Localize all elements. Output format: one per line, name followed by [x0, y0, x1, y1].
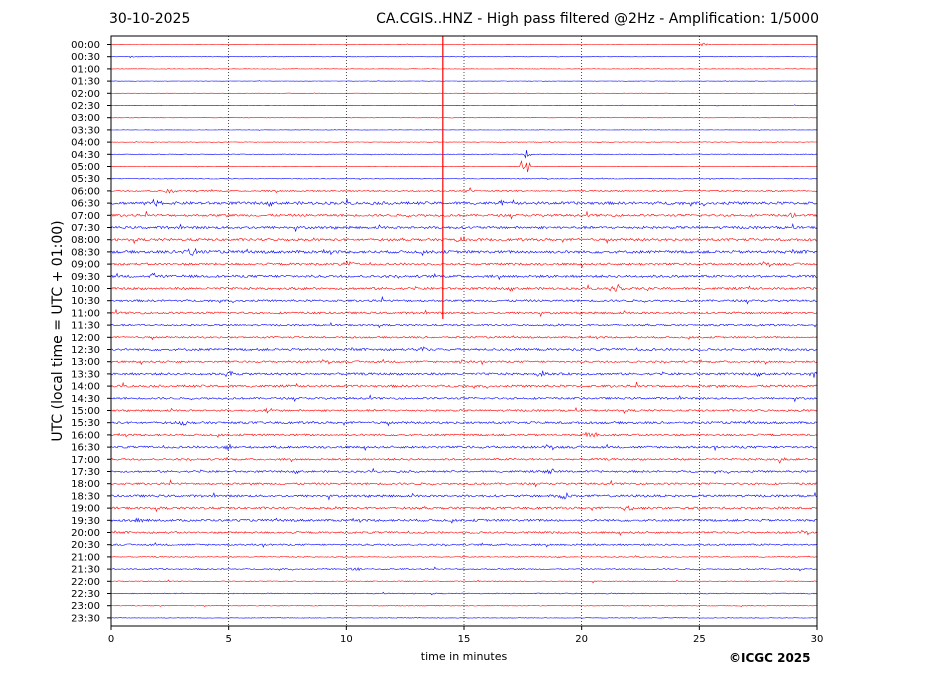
row-label: 19:30: [71, 516, 100, 527]
trace-row-0500: [110, 160, 818, 173]
row-label: 11:30: [71, 321, 100, 332]
x-tick-label: 25: [693, 634, 706, 645]
row-label: 09:30: [71, 272, 100, 283]
row-label: 21:30: [71, 565, 100, 576]
row-label: 07:00: [71, 211, 100, 222]
row-label: 06:00: [71, 186, 100, 197]
row-label: 23:00: [71, 601, 100, 612]
x-tick-label: 15: [458, 634, 471, 645]
row-label: 20:30: [71, 540, 100, 551]
row-label: 12:00: [71, 333, 100, 344]
trace-row-0000: [110, 42, 817, 47]
row-label: 12:30: [71, 345, 100, 356]
trace-row-1500: [110, 407, 818, 415]
row-label: 18:00: [71, 479, 100, 490]
trace-row-1230: [110, 346, 818, 352]
trace-row-2130: [110, 566, 818, 572]
row-label: 09:00: [71, 260, 100, 271]
row-label: 05:00: [71, 162, 100, 173]
row-label: 17:30: [71, 467, 100, 478]
row-label: 03:00: [71, 113, 100, 124]
x-axis-ticks: 0 5 10 15 20 25 30: [108, 626, 824, 645]
x-tick-label: 20: [575, 634, 588, 645]
trace-row-0430: [110, 149, 818, 159]
chart-date: 30-10-2025: [109, 11, 191, 27]
row-label: 15:30: [71, 418, 100, 429]
row-label: 05:30: [71, 174, 100, 185]
x-axis-label: time in minutes: [421, 650, 508, 663]
trace-row-0630: [110, 198, 817, 207]
trace-row-1400: [110, 381, 818, 390]
row-label: 15:00: [71, 406, 100, 417]
row-label: 03:30: [71, 125, 100, 136]
trace-row-0700: [110, 210, 818, 220]
row-label: 18:30: [71, 491, 100, 502]
row-label: 22:00: [71, 577, 100, 588]
row-label: 16:00: [71, 430, 100, 441]
trace-row-1130: [110, 321, 818, 329]
x-tick-label: 0: [108, 634, 114, 645]
row-label: 14:00: [71, 382, 100, 393]
row-label: 14:30: [71, 394, 100, 405]
trace-row-0600: [110, 187, 818, 194]
x-tick-label: 5: [225, 634, 231, 645]
row-label: 13:00: [71, 357, 100, 368]
row-label: 10:30: [71, 296, 100, 307]
trace-row-1330: [110, 370, 818, 378]
trace-row-1800: [110, 479, 818, 488]
copyright-notice: ©ICGC 2025: [729, 651, 811, 665]
row-label: 04:30: [71, 150, 100, 161]
row-label: 02:00: [71, 89, 100, 100]
row-label: 17:00: [71, 455, 100, 466]
row-label: 20:00: [71, 528, 100, 539]
row-label: 23:30: [71, 613, 100, 624]
row-label: 04:00: [71, 138, 100, 149]
trace-row-2200: [110, 579, 818, 584]
trace-row-1600: [110, 431, 818, 438]
trace-row-0100: [111, 68, 818, 70]
trace-row-2000: [110, 529, 818, 536]
chart-title: CA.CGIS..HNZ - High pass filtered @2Hz -…: [376, 11, 819, 27]
trace-row-2100: [110, 555, 818, 559]
x-tick-label: 30: [811, 634, 824, 645]
row-label: 00:00: [71, 40, 100, 51]
row-label: 22:30: [71, 589, 100, 600]
row-label: 08:00: [71, 235, 100, 246]
row-label: 16:30: [71, 443, 100, 454]
trace-row-1530: [110, 420, 818, 427]
grid-lines: [228, 36, 700, 626]
row-label: 19:00: [71, 504, 100, 515]
trace-row-2230: [110, 591, 818, 596]
trace-row-0530: [111, 177, 818, 181]
trace-row-0030: [110, 55, 818, 59]
y-axis-label: UTC (local time = UTC + 01:00): [50, 220, 66, 441]
row-label: 06:30: [71, 199, 100, 210]
row-label: 00:30: [71, 52, 100, 63]
row-label: 01:00: [71, 64, 100, 75]
row-label: 13:30: [71, 369, 100, 380]
row-label: 02:30: [71, 101, 100, 112]
row-label: 21:00: [71, 552, 100, 563]
row-label: 11:00: [71, 308, 100, 319]
trace-row-1100: [110, 308, 818, 318]
row-label: 01:30: [71, 77, 100, 88]
x-tick-label: 10: [340, 634, 353, 645]
row-label: 10:00: [71, 284, 100, 295]
row-label: 07:30: [71, 223, 100, 234]
trace-row-2300: [111, 604, 818, 608]
row-label: 08:30: [71, 247, 100, 258]
